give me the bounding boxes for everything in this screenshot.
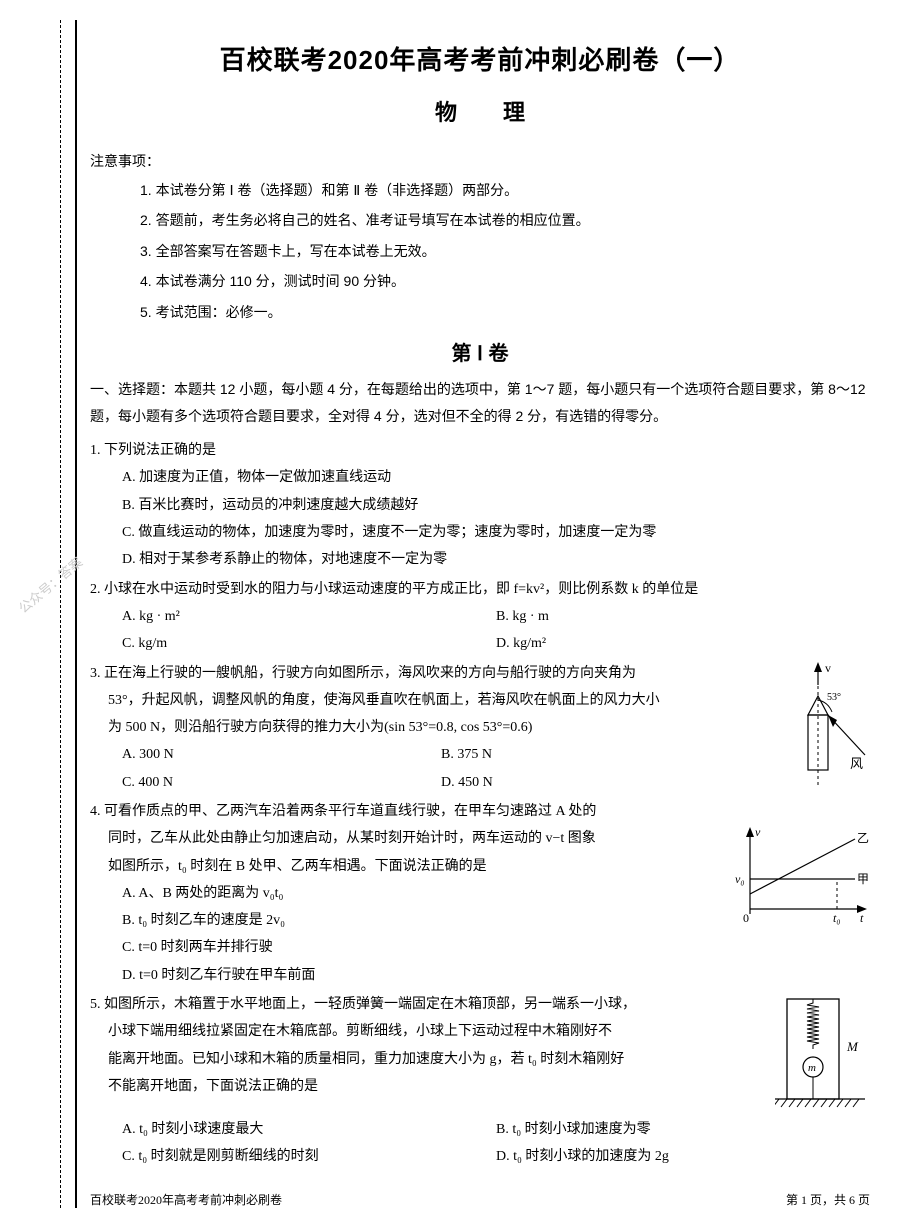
q4-options: A. A、B 两处的距离为 v₀t₀ B. t₀ 时刻乙车的速度是 2v₀ C.…: [90, 880, 725, 989]
q1-stem: 1. 下列说法正确的是: [90, 437, 870, 464]
q4-line3: 如图所示，t₀ 时刻在 B 处甲、乙两车相遇。下面说法正确的是: [90, 853, 725, 880]
q4-opt-a: A. A、B 两处的距离为 v₀t₀: [122, 880, 725, 907]
q3-opt-a: A. 300 N: [122, 741, 441, 768]
q3-angle-label: 53°: [827, 692, 841, 703]
q4-opt-b: B. t₀ 时刻乙车的速度是 2v₀: [122, 907, 725, 934]
q4-line2: 同时，乙车从此处由静止匀加速启动，从某时刻开始计时，两车运动的 v−t 图象: [90, 825, 725, 852]
q3-opt-c: C. 400 N: [122, 769, 441, 796]
binding-solid-line: [75, 20, 77, 1208]
q4-v-axis: v: [755, 825, 761, 839]
q1-opt-a: A. 加速度为正值，物体一定做加速直线运动: [122, 464, 870, 491]
q3-line2: 53°，升起风帆，调整风帆的角度，使海风垂直吹在帆面上，若海风吹在帆面上的风力大…: [90, 687, 760, 714]
q5-line3: 能离开地面。已知小球和木箱的质量相同，重力加速度大小为 g，若 t₀ 时刻木箱刚…: [90, 1046, 765, 1073]
footer-left: 百校联考2020年高考考前冲刺必刷卷: [90, 1191, 282, 1208]
q2-opt-b: B. kg · m: [496, 603, 870, 630]
q5-opt-d: D. t₀ 时刻小球的加速度为 2g: [496, 1143, 870, 1170]
section-1-instruction: 一、选择题：本题共 12 小题，每小题 4 分，在每题给出的选项中，第 1～7 …: [90, 376, 870, 429]
subject-title: 物 理: [90, 95, 870, 127]
question-1: 1. 下列说法正确的是 A. 加速度为正值，物体一定做加速直线运动 B. 百米比…: [90, 437, 870, 573]
q4-origin: 0: [743, 911, 749, 925]
q1-opt-c: C. 做直线运动的物体，加速度为零时，速度不一定为零；速度为零时，加速度一定为零: [122, 519, 870, 546]
q4-v0: v₀: [735, 872, 745, 886]
q4-jia: 甲: [857, 872, 869, 886]
q4-opt-d: D. t=0 时刻乙车行驶在甲车前面: [122, 962, 725, 989]
section-1-header: 第 Ⅰ 卷: [90, 337, 870, 366]
q3-line1: 3. 正在海上行驶的一艘帆船，行驶方向如图所示，海风吹来的方向与船行驶的方向夹角…: [90, 660, 760, 687]
q5-ball-label: m: [808, 1062, 816, 1074]
q2-options: A. kg · m² B. kg · m C. kg/m D. kg/m²: [90, 603, 870, 658]
q4-t-axis: t: [860, 911, 864, 925]
q2-stem: 2. 小球在水中运动时受到水的阻力与小球运动速度的平方成正比，即 f=kv²，则…: [90, 576, 870, 603]
q4-opt-c: C. t=0 时刻两车并排行驶: [122, 934, 725, 961]
q2-opt-c: C. kg/m: [122, 630, 496, 657]
notice-item: 5. 考试范围：必修一。: [140, 301, 870, 323]
q5-box-label: M: [846, 1039, 859, 1054]
q2-opt-a: A. kg · m²: [122, 603, 496, 630]
q5-line2: 小球下端用细线拉紧固定在木箱底部。剪断细线，小球上下运动过程中木箱刚好不: [90, 1018, 765, 1045]
exam-title: 百校联考2020年高考考前冲刺必刷卷（一）: [90, 40, 870, 77]
q3-opt-d: D. 450 N: [441, 769, 760, 796]
q5-line4: 不能离开地面，下面说法正确的是: [90, 1073, 765, 1100]
q1-opt-b: B. 百米比赛时，运动员的冲刺速度越大成绩越好: [122, 492, 870, 519]
q4-line1: 4. 可看作质点的甲、乙两汽车沿着两条平行车道直线行驶，在甲车匀速路过 A 处的: [90, 798, 725, 825]
notice-item: 4. 本试卷满分 110 分，测试时间 90 分钟。: [140, 270, 870, 292]
q5-line1: 5. 如图所示，木箱置于水平地面上，一轻质弹簧一端固定在木箱顶部，另一端系一小球…: [90, 991, 765, 1018]
q3-v-label: v: [825, 661, 831, 675]
q1-opt-d: D. 相对于某参考系静止的物体，对地速度不一定为零: [122, 546, 870, 573]
q4-t0: t₀: [833, 911, 841, 925]
q1-options: A. 加速度为正值，物体一定做加速直线运动 B. 百米比赛时，运动员的冲刺速度越…: [90, 464, 870, 573]
q3-opt-b: B. 375 N: [441, 741, 760, 768]
q5-opt-c: C. t₀ 时刻就是刚剪断细线的时刻: [122, 1143, 496, 1170]
binding-dashed-line: [60, 20, 61, 1208]
question-4: 4. 可看作质点的甲、乙两汽车沿着两条平行车道直线行驶，在甲车匀速路过 A 处的…: [90, 798, 870, 989]
footer-right: 第 1 页，共 6 页: [786, 1191, 870, 1208]
notice-item: 1. 本试卷分第 Ⅰ 卷（选择题）和第 Ⅱ 卷（非选择题）两部分。: [140, 179, 870, 201]
q5-options: A. t₀ 时刻小球速度最大 B. t₀ 时刻小球加速度为零 C. t₀ 时刻就…: [90, 1116, 870, 1171]
notice-item: 3. 全部答案写在答题卡上，写在本试卷上无效。: [140, 240, 870, 262]
question-5: 5. 如图所示，木箱置于水平地面上，一轻质弹簧一端固定在木箱顶部，另一端系一小球…: [90, 991, 870, 1171]
q3-options: A. 300 N B. 375 N C. 400 N D. 450 N: [90, 741, 760, 796]
q3-wind-label: 风: [850, 756, 863, 771]
exam-page: 公众号：答案 百校联考2020年高考考前冲刺必刷卷（一） 物 理 注意事项： 1…: [0, 0, 920, 1228]
q3-line3: 为 500 N，则沿船行驶方向获得的推力大小为(sin 53°=0.8, cos…: [90, 714, 760, 741]
notice-header: 注意事项：: [90, 151, 870, 171]
page-footer: 百校联考2020年高考考前冲刺必刷卷 第 1 页，共 6 页: [90, 1185, 870, 1208]
q3-figure: v 风 53°: [770, 660, 870, 796]
q5-figure: m M: [775, 991, 870, 1116]
q5-opt-b: B. t₀ 时刻小球加速度为零: [496, 1116, 870, 1143]
notice-list: 1. 本试卷分第 Ⅰ 卷（选择题）和第 Ⅱ 卷（非选择题）两部分。 2. 答题前…: [90, 179, 870, 323]
question-3: 3. 正在海上行驶的一艘帆船，行驶方向如图所示，海风吹来的方向与船行驶的方向夹角…: [90, 660, 870, 796]
q2-opt-d: D. kg/m²: [496, 630, 870, 657]
notice-item: 2. 答题前，考生务必将自己的姓名、准考证号填写在本试卷的相应位置。: [140, 209, 870, 231]
question-2: 2. 小球在水中运动时受到水的阻力与小球运动速度的平方成正比，即 f=kv²，则…: [90, 576, 870, 658]
q4-figure: v t v₀ t₀ 0 甲 乙: [735, 798, 870, 989]
q5-opt-a: A. t₀ 时刻小球速度最大: [122, 1116, 496, 1143]
q4-yi: 乙: [857, 831, 869, 845]
